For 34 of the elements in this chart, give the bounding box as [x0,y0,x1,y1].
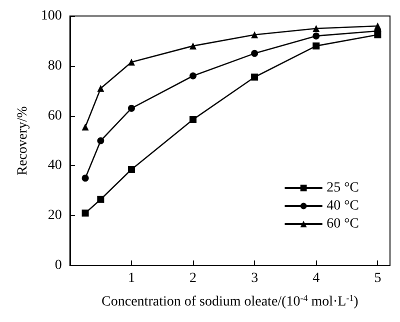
point [312,32,320,40]
y-tick-label: 40 [48,158,62,174]
point [97,196,104,203]
point [251,31,258,38]
x-tick-label: 3 [251,271,258,286]
point [128,104,135,112]
y-tick-label: 0 [54,258,62,273]
y-tick-label: 20 [48,208,62,224]
y-tick-label: 80 [48,58,62,74]
point [374,22,382,30]
point [82,210,89,217]
point [97,137,104,144]
point [190,42,197,50]
y-tick-label: 60 [48,108,62,124]
x-tick-label: 2 [190,271,197,286]
point [128,58,135,66]
legend-label: 25 °C [326,180,359,196]
y-axis-title: Recovery/% [16,106,30,176]
point [128,166,135,173]
point [82,124,89,131]
point [312,24,320,32]
legend-label: 40 °C [326,198,359,214]
x-tick-label: 1 [128,271,135,286]
x-tick-label: 5 [374,271,382,286]
point [82,174,89,182]
point [190,116,197,124]
point [190,72,197,80]
y-tick-label: 100 [40,8,62,24]
x-tick-label: 4 [312,271,320,286]
point [312,42,320,50]
point [97,84,104,92]
legend-label: 60 °C [326,216,359,232]
point [251,50,258,57]
point [251,74,258,81]
